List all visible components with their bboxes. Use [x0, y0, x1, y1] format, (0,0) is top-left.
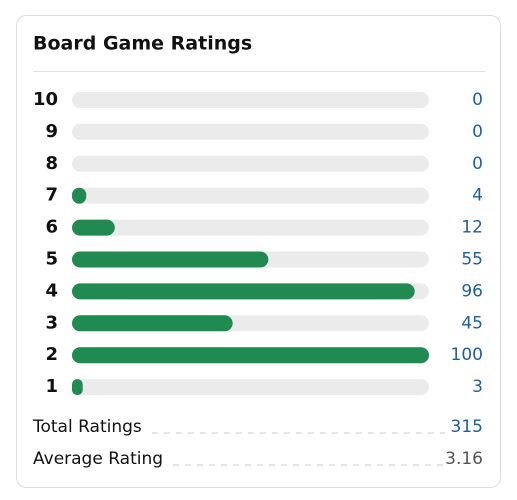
- summary-value: 3.16: [445, 449, 483, 469]
- value-label: 0: [472, 90, 483, 110]
- value-label: 55: [461, 250, 483, 270]
- rating-label: 3: [45, 312, 58, 333]
- value-label: 4: [472, 186, 483, 206]
- chart-title: Board Game Ratings: [33, 33, 252, 55]
- rating-label: 8: [45, 153, 58, 174]
- rating-label: 5: [45, 249, 58, 270]
- rating-label: 10: [33, 89, 58, 110]
- bar: [72, 315, 233, 332]
- value-label: 96: [461, 281, 483, 301]
- rating-label: 1: [45, 376, 58, 397]
- rating-label: 4: [45, 280, 58, 301]
- value-label: 0: [472, 122, 483, 142]
- value-label: 45: [461, 313, 483, 333]
- bar: [72, 347, 429, 364]
- bar-track: [72, 155, 429, 172]
- bar: [72, 283, 415, 300]
- value-label: 100: [451, 345, 483, 365]
- bar: [72, 379, 83, 396]
- value-label: 12: [461, 218, 483, 238]
- bar-track: [72, 123, 429, 140]
- value-label: 0: [472, 154, 483, 174]
- summary-value: 315: [451, 417, 483, 437]
- rating-label: 7: [45, 185, 58, 206]
- bar-track: [72, 379, 429, 396]
- bar: [72, 187, 87, 204]
- bar-track: [72, 187, 429, 204]
- summary-label: Average Rating: [33, 449, 163, 469]
- rating-label: 2: [45, 344, 58, 365]
- value-label: 3: [472, 377, 483, 397]
- bar-track: [72, 219, 429, 236]
- summary-label: Total Ratings: [32, 417, 142, 437]
- bar-track: [72, 92, 429, 108]
- rating-label: 9: [45, 121, 58, 142]
- bar: [72, 251, 269, 268]
- rating-label: 6: [45, 217, 58, 238]
- bar: [72, 219, 115, 236]
